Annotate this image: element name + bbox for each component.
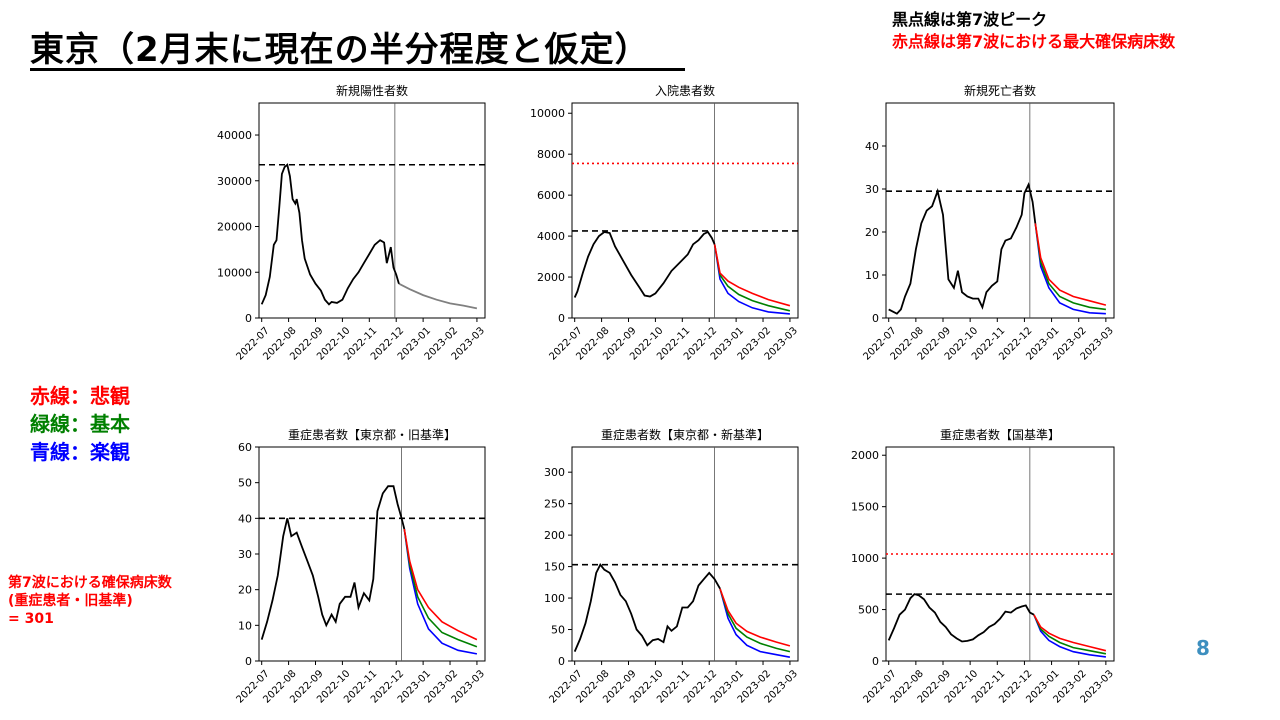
series-pessimistic bbox=[1033, 614, 1107, 652]
chart-title: 重症患者数【東京都・旧基準】 bbox=[288, 427, 456, 442]
y-tick-label: 100 bbox=[544, 592, 565, 605]
series-observed bbox=[573, 230, 716, 298]
y-tick-label: 0 bbox=[245, 312, 252, 325]
series-basic bbox=[403, 528, 478, 648]
chart-3: 新規死亡者数0102030402022-072022-082022-092022… bbox=[861, 83, 1115, 363]
legend-optimistic: 青線：楽観 bbox=[30, 440, 130, 464]
y-tick-label: 10000 bbox=[530, 107, 565, 120]
y-tick-label: 20 bbox=[238, 584, 252, 597]
series-basic bbox=[719, 588, 791, 653]
plot-frame bbox=[258, 102, 486, 319]
y-tick-label: 60 bbox=[238, 441, 252, 454]
capacity-note-line2: (重症患者・旧基準) bbox=[8, 593, 133, 609]
series-projection bbox=[398, 282, 478, 310]
y-tick-label: 200 bbox=[544, 529, 565, 542]
series-optimistic bbox=[1034, 223, 1106, 315]
series-optimistic bbox=[403, 528, 478, 655]
series-basic bbox=[1034, 223, 1107, 311]
chart-2: 入院患者数02000400060008000100002022-072022-0… bbox=[530, 83, 800, 363]
legend-basic: 緑線：基本 bbox=[30, 412, 130, 436]
y-tick-label: 10 bbox=[865, 269, 879, 282]
y-tick-label: 20000 bbox=[217, 221, 252, 234]
y-tick-label: 0 bbox=[872, 312, 879, 325]
y-tick-label: 50 bbox=[551, 624, 565, 637]
y-tick-label: 30000 bbox=[217, 175, 252, 188]
chart-4: 重症患者数【東京都・旧基準】01020304050602022-072022-0… bbox=[234, 427, 487, 706]
slide-title: 東京（2月末に現在の半分程度と仮定） bbox=[30, 30, 650, 70]
y-tick-label: 1500 bbox=[851, 501, 879, 514]
y-tick-label: 6000 bbox=[537, 189, 565, 202]
y-tick-label: 2000 bbox=[537, 271, 565, 284]
y-tick-label: 0 bbox=[558, 655, 565, 668]
series-basic bbox=[1033, 614, 1107, 655]
bed-capacity-note: 第7波における確保病床数 (重症患者・旧基準) = 301 bbox=[8, 574, 172, 628]
y-tick-label: 10000 bbox=[217, 266, 252, 279]
chart-title: 新規陽性者数 bbox=[336, 83, 408, 98]
y-tick-label: 150 bbox=[544, 561, 565, 574]
series-observed bbox=[573, 563, 721, 652]
chart-title: 新規死亡者数 bbox=[964, 83, 1036, 98]
plot-frame bbox=[571, 102, 799, 319]
y-tick-label: 50 bbox=[238, 477, 252, 490]
plot-frame bbox=[571, 446, 799, 662]
series-optimistic bbox=[1033, 614, 1107, 658]
series-optimistic bbox=[719, 588, 791, 658]
y-tick-label: 0 bbox=[245, 655, 252, 668]
chart-title: 重症患者数【東京都・新基準】 bbox=[601, 427, 769, 442]
series-pessimistic bbox=[1034, 223, 1107, 306]
series-pessimistic bbox=[713, 244, 791, 307]
page-number: 8 bbox=[1196, 636, 1210, 660]
y-tick-label: 500 bbox=[858, 604, 879, 617]
scenario-legend: 赤線：悲観 緑線：基本 青線：楽観 bbox=[30, 382, 130, 466]
chart-1: 新規陽性者数0100002000030000400002022-072022-0… bbox=[217, 83, 487, 363]
y-tick-label: 40 bbox=[865, 140, 879, 153]
legend-pessimistic: 赤線：悲観 bbox=[30, 384, 130, 408]
y-tick-label: 20 bbox=[865, 226, 879, 239]
series-observed bbox=[887, 593, 1035, 643]
plot-frame bbox=[885, 446, 1115, 662]
chart-title: 入院患者数 bbox=[655, 83, 715, 98]
chart-title: 重症患者数【国基準】 bbox=[940, 427, 1060, 442]
y-tick-label: 40000 bbox=[217, 129, 252, 142]
chart-5: 重症患者数【東京都・新基準】0501001502002503002022-072… bbox=[544, 427, 800, 706]
peak-line-note: 黒点線は第7波ピーク bbox=[892, 10, 1048, 29]
capacity-note-line1: 第7波における確保病床数 bbox=[8, 575, 172, 591]
y-tick-label: 10 bbox=[238, 619, 252, 632]
y-tick-label: 40 bbox=[238, 512, 252, 525]
y-tick-label: 8000 bbox=[537, 148, 565, 161]
series-observed bbox=[888, 182, 1037, 315]
y-tick-label: 2000 bbox=[851, 449, 879, 462]
capacity-line-note: 赤点線は第7波における最大確保病床数 bbox=[892, 32, 1176, 51]
y-tick-label: 1000 bbox=[851, 552, 879, 565]
series-observed bbox=[260, 163, 400, 306]
series-observed bbox=[260, 485, 406, 640]
y-tick-label: 30 bbox=[865, 183, 879, 196]
y-tick-label: 0 bbox=[558, 312, 565, 325]
title-underline bbox=[30, 68, 685, 71]
plot-frame bbox=[258, 446, 486, 662]
y-tick-label: 250 bbox=[544, 498, 565, 511]
plot-frame bbox=[885, 102, 1115, 319]
chart-6: 重症患者数【国基準】05001000150020002022-072022-08… bbox=[851, 427, 1116, 706]
y-tick-label: 30 bbox=[238, 548, 252, 561]
series-pessimistic bbox=[719, 588, 791, 647]
series-pessimistic bbox=[403, 528, 478, 641]
capacity-note-line3: = 301 bbox=[8, 611, 54, 627]
series-basic bbox=[713, 244, 791, 312]
y-tick-label: 300 bbox=[544, 466, 565, 479]
series-optimistic bbox=[713, 244, 790, 315]
y-tick-label: 0 bbox=[872, 655, 879, 668]
y-tick-label: 4000 bbox=[537, 230, 565, 243]
